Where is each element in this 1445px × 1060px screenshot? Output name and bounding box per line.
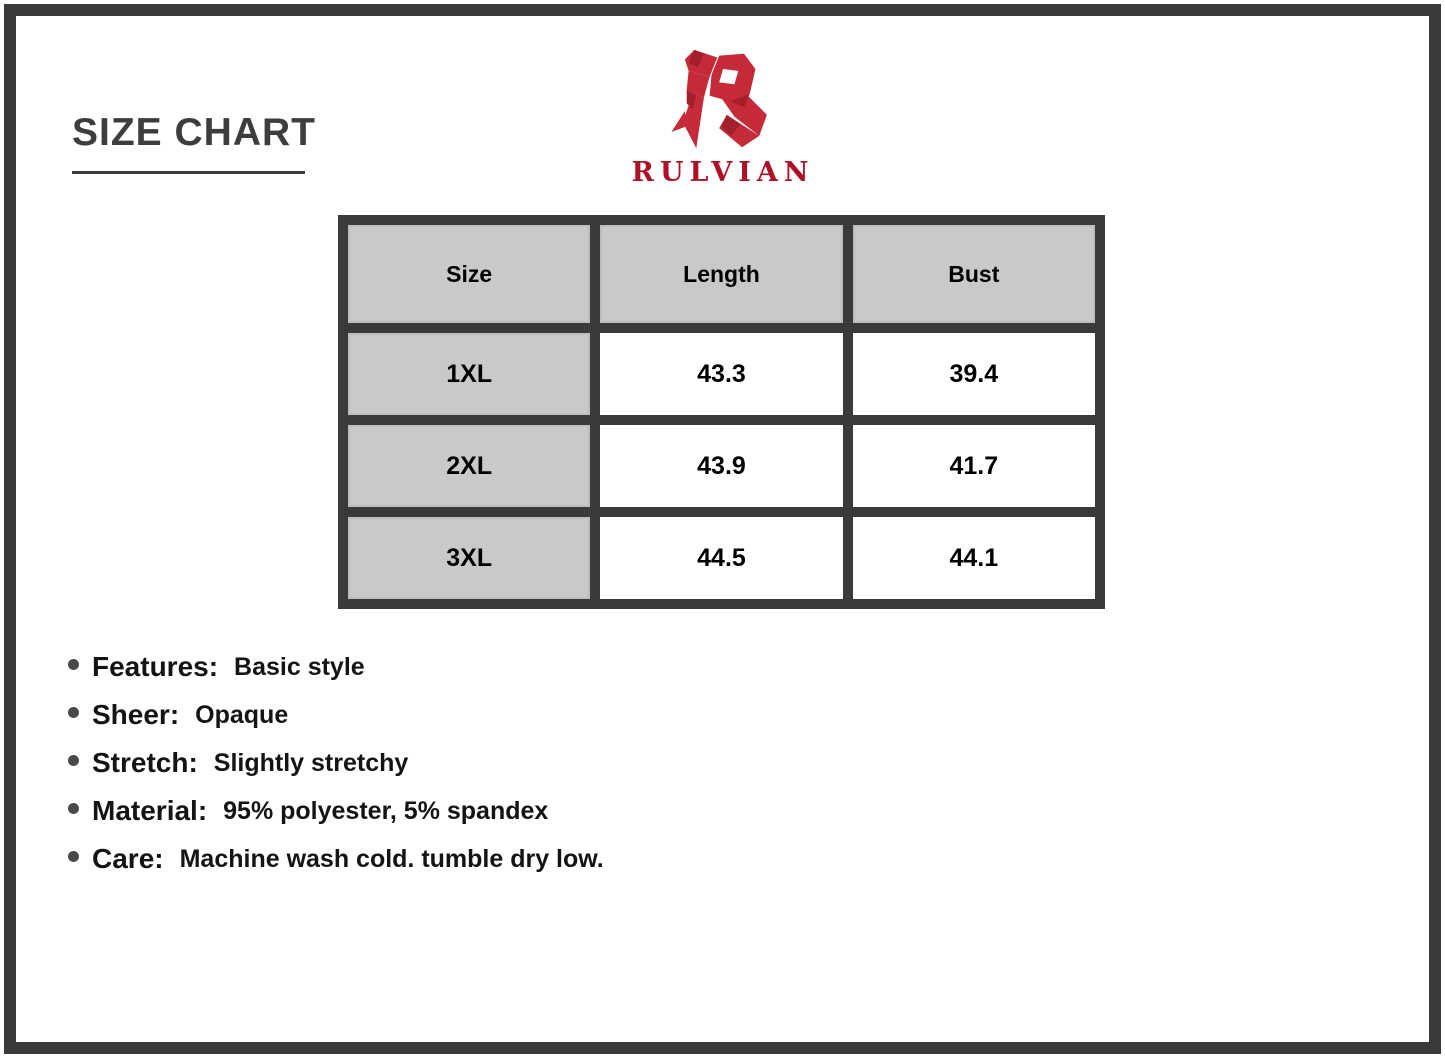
detail-label: Features: bbox=[92, 651, 219, 682]
list-item-material: Material: 95% polyester, 5% spandex bbox=[68, 794, 604, 828]
row-label-size: 2XL bbox=[348, 425, 591, 507]
detail-value: Machine wash cold. tumble dry low. bbox=[179, 844, 604, 873]
cell-length: 43.3 bbox=[600, 333, 843, 415]
cell-bust: 41.7 bbox=[852, 425, 1095, 507]
list-item-sheer: Sheer: Opaque bbox=[68, 698, 604, 732]
list-item-features: Features: Basic style bbox=[68, 650, 604, 684]
page-title-block: SIZE CHART bbox=[72, 111, 316, 174]
page-title: SIZE CHART bbox=[72, 111, 316, 154]
list-item-stretch: Stretch: Slightly stretchy bbox=[68, 746, 604, 780]
bullet-icon bbox=[68, 754, 79, 766]
table-row: 3XL 44.5 44.1 bbox=[348, 517, 1095, 599]
row-label-size: 1XL bbox=[348, 333, 591, 415]
column-header-size: Size bbox=[348, 225, 591, 323]
table-row: 2XL 43.9 41.7 bbox=[348, 425, 1095, 507]
rulvian-r-logo-icon bbox=[671, 49, 767, 149]
column-header-length: Length bbox=[600, 225, 843, 323]
bullet-icon bbox=[68, 850, 79, 862]
detail-value: Opaque bbox=[195, 700, 289, 729]
bullet-icon bbox=[68, 658, 79, 670]
row-label-size: 3XL bbox=[348, 517, 591, 599]
bullet-icon bbox=[68, 706, 79, 718]
product-details-list: Features: Basic style Sheer: Opaque Stre… bbox=[68, 650, 604, 890]
cell-length: 44.5 bbox=[600, 517, 843, 599]
table-header-row: Size Length Bust bbox=[348, 225, 1095, 323]
table-row: 1XL 43.3 39.4 bbox=[348, 333, 1095, 415]
cell-bust: 44.1 bbox=[852, 517, 1095, 599]
cell-bust: 39.4 bbox=[852, 333, 1095, 415]
size-table: Size Length Bust 1XL 43.3 39.4 2XL 43.9 … bbox=[338, 215, 1105, 609]
list-item-care: Care: Machine wash cold. tumble dry low. bbox=[68, 842, 604, 876]
detail-label: Care: bbox=[92, 843, 164, 874]
brand-logo: RULVIAN bbox=[573, 48, 873, 188]
detail-label: Stretch: bbox=[92, 747, 198, 778]
detail-value: Basic style bbox=[234, 652, 365, 681]
detail-label: Material: bbox=[92, 795, 208, 826]
bullet-icon bbox=[68, 802, 79, 814]
detail-value: Slightly stretchy bbox=[213, 748, 409, 777]
detail-value: 95% polyester, 5% spandex bbox=[223, 796, 549, 825]
title-underline bbox=[72, 170, 305, 174]
brand-name: RULVIAN bbox=[631, 157, 815, 188]
column-header-bust: Bust bbox=[852, 225, 1095, 323]
cell-length: 43.9 bbox=[600, 425, 843, 507]
detail-label: Sheer: bbox=[92, 699, 180, 730]
